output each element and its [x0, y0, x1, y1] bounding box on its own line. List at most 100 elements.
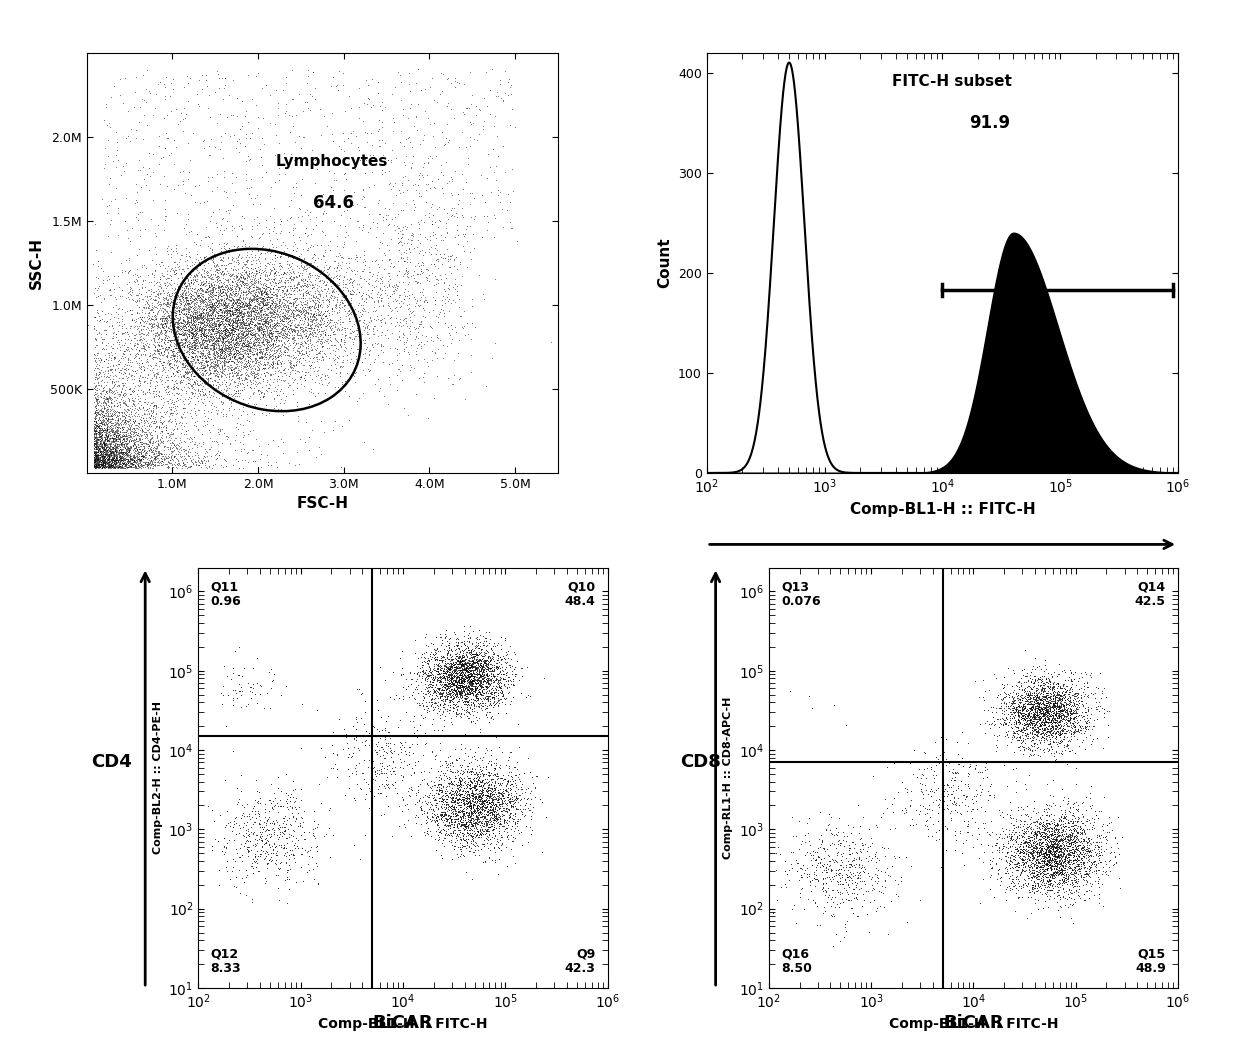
Point [490, 799, 510, 816]
Point [93, 451, 113, 468]
Point [210, 327, 229, 344]
Point [215, 310, 234, 327]
Point [410, 211, 430, 228]
Point [87, 456, 107, 473]
Point [1008, 718, 1028, 735]
Point [131, 309, 151, 326]
Point [1040, 712, 1060, 728]
Point [134, 358, 154, 375]
Point [129, 305, 149, 322]
Point [211, 320, 231, 336]
Point [114, 454, 134, 471]
Point [95, 441, 115, 458]
Point [272, 355, 291, 372]
Point [429, 199, 449, 215]
Point [94, 449, 114, 466]
Point [370, 281, 389, 297]
Point [215, 358, 234, 375]
Point [187, 268, 207, 285]
Point [237, 326, 257, 343]
Point [445, 679, 465, 696]
Point [99, 453, 119, 470]
Point [259, 837, 279, 853]
Point [1040, 681, 1060, 698]
Point [1011, 686, 1030, 703]
Point [1063, 845, 1083, 862]
Point [206, 286, 226, 303]
Point [243, 291, 263, 308]
Point [464, 770, 484, 787]
Point [1045, 860, 1065, 877]
Point [1064, 869, 1084, 886]
Point [112, 434, 131, 451]
Point [275, 344, 295, 360]
Point [280, 356, 300, 373]
Point [1004, 707, 1024, 724]
Point [311, 309, 331, 326]
Point [1043, 833, 1063, 850]
Point [253, 327, 273, 344]
Point [159, 323, 179, 339]
Point [451, 671, 471, 687]
Point [1089, 879, 1109, 895]
Point [446, 806, 466, 823]
Point [170, 373, 190, 390]
Point [223, 238, 243, 254]
Point [482, 791, 502, 808]
Point [246, 345, 265, 362]
Point [1085, 839, 1105, 856]
Point [176, 442, 196, 459]
Point [247, 271, 267, 288]
Point [108, 423, 128, 439]
Point [310, 323, 330, 339]
Point [113, 377, 133, 394]
Point [113, 408, 133, 425]
Point [1074, 710, 1094, 727]
Point [409, 297, 429, 314]
Point [813, 856, 833, 872]
Point [1048, 848, 1068, 865]
Point [184, 267, 203, 284]
Point [317, 366, 337, 383]
Point [348, 139, 368, 156]
Point [1060, 798, 1080, 815]
Point [1034, 687, 1054, 704]
Point [481, 640, 501, 657]
Point [501, 797, 521, 813]
Point [443, 788, 463, 805]
Point [215, 844, 234, 861]
Point [465, 680, 485, 697]
Point [218, 272, 238, 289]
Point [460, 755, 480, 771]
Point [415, 676, 435, 693]
Point [1045, 706, 1065, 723]
Point [358, 727, 378, 744]
Point [360, 737, 379, 754]
Point [129, 448, 149, 465]
Point [427, 682, 446, 699]
Point [208, 276, 228, 293]
Point [213, 266, 233, 283]
Point [176, 248, 196, 265]
Point [166, 451, 186, 468]
Point [967, 786, 987, 803]
Point [110, 254, 130, 271]
Point [481, 811, 501, 828]
Point [440, 250, 460, 267]
Point [1047, 734, 1066, 750]
Point [454, 806, 474, 823]
Point [208, 201, 228, 218]
Point [1013, 716, 1033, 733]
Point [264, 332, 284, 349]
Point [181, 326, 201, 343]
Point [430, 687, 450, 704]
Point [1007, 723, 1027, 740]
Point [376, 247, 396, 264]
Point [216, 817, 236, 833]
Point [1048, 846, 1068, 863]
Point [239, 424, 259, 440]
Point [418, 809, 438, 826]
Point [264, 247, 284, 264]
Point [427, 148, 446, 165]
Point [1038, 708, 1058, 725]
